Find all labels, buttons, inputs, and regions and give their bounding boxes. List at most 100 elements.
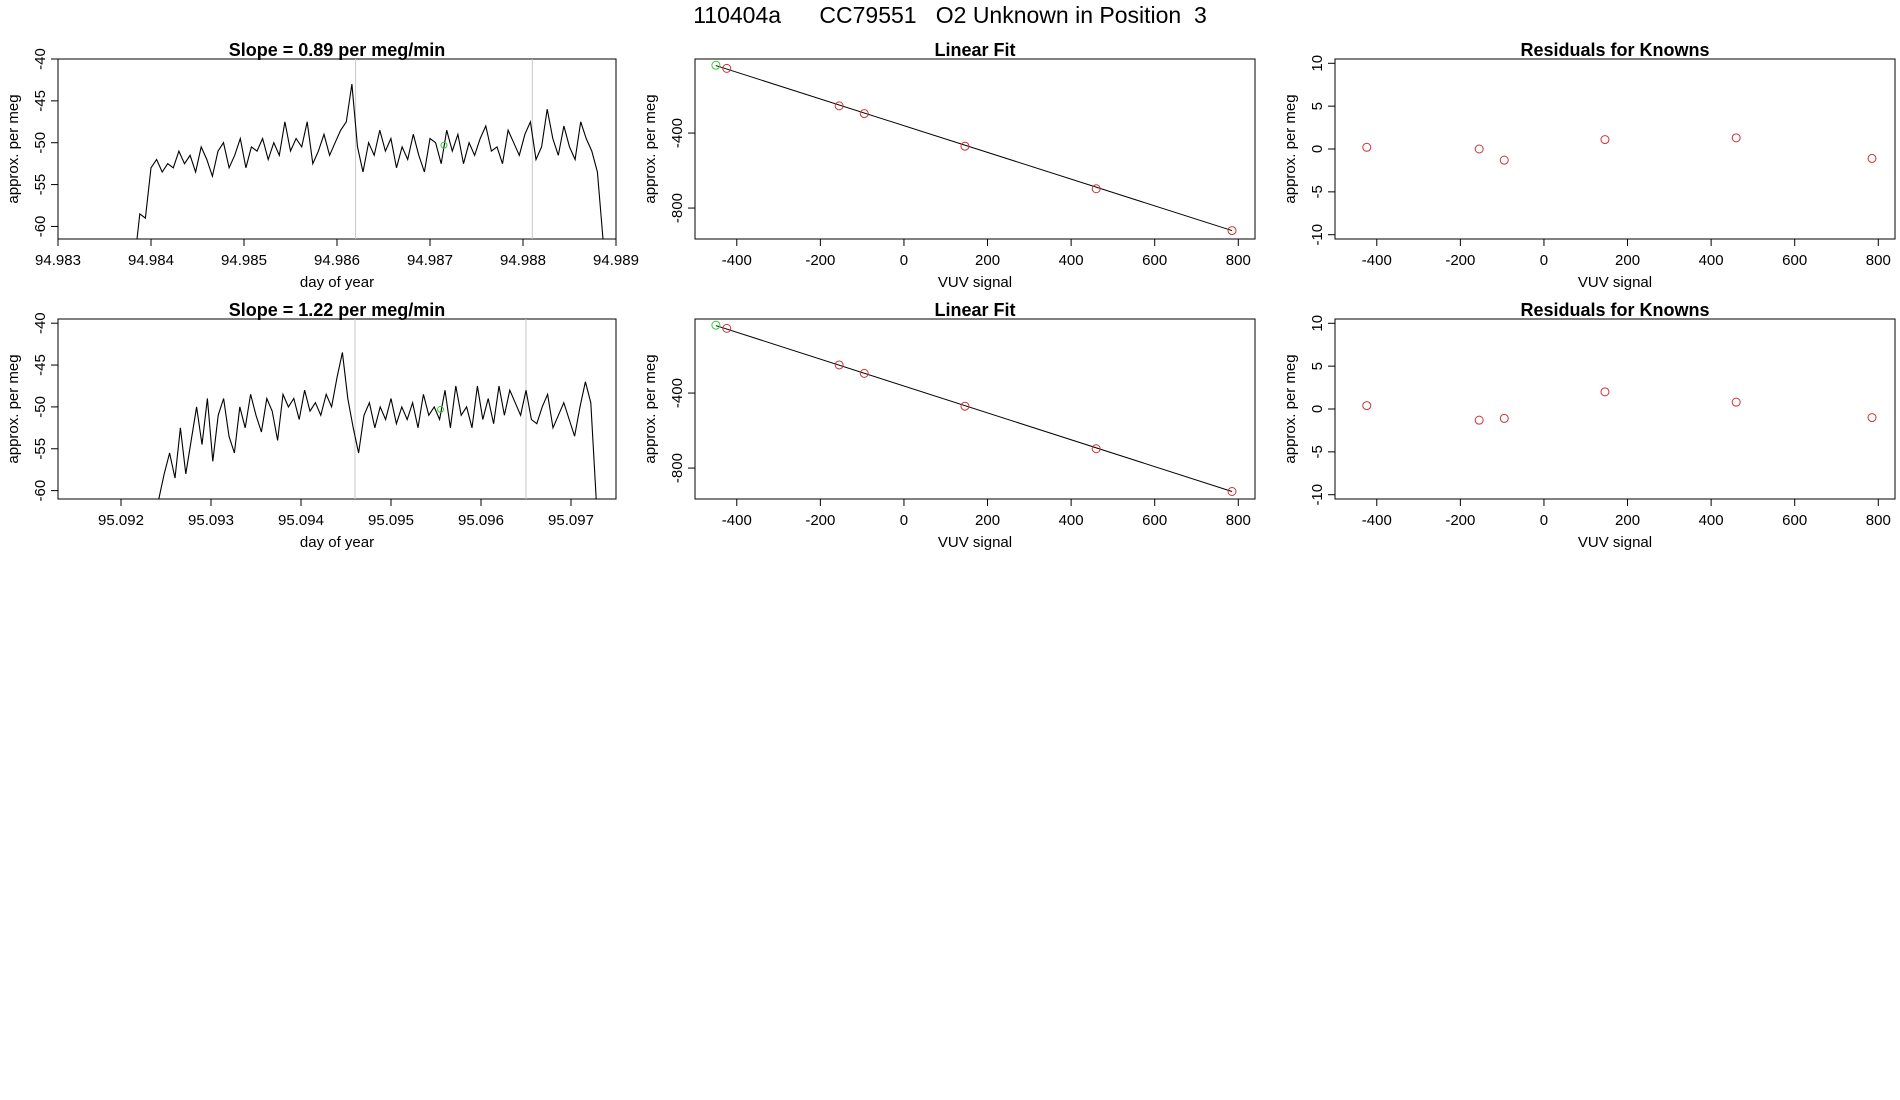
y-tick-label: -40	[32, 48, 49, 70]
panel-res1: Residuals for Knowns VUV signal approx. pe…	[1282, 40, 1896, 291]
y-tick-label: -50	[32, 132, 49, 154]
series-line	[136, 84, 604, 240]
x-tick-label: 400	[1059, 252, 1084, 269]
y-tick-label: -10	[1309, 224, 1326, 246]
x-tick-label: 94.987	[407, 252, 453, 269]
y-axis-label: approx. per meg	[5, 354, 22, 463]
x-tick-label: 600	[1782, 252, 1807, 269]
y-tick-label: -800	[669, 453, 686, 483]
y-axis-label: approx. per meg	[642, 94, 659, 203]
known-point	[859, 109, 869, 119]
x-tick-label: 0	[900, 252, 908, 269]
x-tick-label: 95.094	[278, 512, 324, 529]
x-tick-label: 94.984	[128, 252, 174, 269]
y-tick-label: -45	[32, 354, 49, 376]
x-tick-label: 95.093	[188, 512, 234, 529]
x-tick-label: 800	[1866, 252, 1891, 269]
y-tick-label: -400	[669, 118, 686, 148]
chart-title: Residuals for Knowns	[1520, 300, 1709, 320]
x-tick-label: 94.983	[35, 252, 81, 269]
unknown-point	[437, 405, 444, 413]
x-axis-label: VUV signal	[1578, 534, 1652, 551]
x-tick-label: 94.986	[314, 252, 360, 269]
known-point	[859, 368, 869, 378]
known-point	[1227, 487, 1237, 496]
y-tick-label: -10	[1309, 484, 1326, 506]
known-point	[1867, 153, 1877, 163]
y-tick-label: -45	[32, 90, 49, 112]
fit-line	[715, 65, 1233, 232]
y-tick-label: -40	[32, 312, 49, 334]
x-tick-label: 800	[1226, 252, 1251, 269]
x-tick-label: 600	[1142, 252, 1167, 269]
known-point	[1499, 413, 1509, 423]
y-tick-label: -55	[32, 438, 49, 460]
x-tick-label: 94.985	[221, 252, 267, 269]
x-axis-label: day of year	[300, 274, 374, 291]
x-tick-label: 800	[1866, 512, 1891, 529]
panel-fit1: Linear Fit VUV signal approx. per meg -400 -…	[642, 40, 1256, 291]
y-tick-label: 10	[1309, 55, 1326, 72]
y-tick-label: -5	[1309, 445, 1326, 458]
chart-title: Residuals for Knowns	[1520, 40, 1709, 60]
y-tick-label: -5	[1309, 185, 1326, 198]
known-point	[1474, 144, 1484, 154]
x-tick-label: 94.988	[500, 252, 546, 269]
known-point	[1362, 401, 1372, 411]
known-point	[1499, 155, 1509, 165]
series-line	[158, 352, 597, 500]
known-point	[960, 141, 970, 151]
known-point	[1091, 444, 1101, 454]
known-point	[1362, 142, 1372, 152]
y-tick-label: -55	[32, 174, 49, 196]
known-point	[1227, 226, 1237, 236]
plot-frame	[694, 318, 1256, 500]
x-tick-label: 200	[1615, 252, 1640, 269]
y-tick-label: -400	[669, 378, 686, 408]
known-point	[960, 401, 970, 411]
known-point	[1731, 133, 1741, 143]
panel-res2: Residuals for Knowns VUV signal approx. pe…	[1282, 300, 1896, 551]
y-tick-label: -800	[669, 193, 686, 223]
known-point	[1091, 184, 1101, 194]
x-tick-label: -200	[805, 512, 835, 529]
x-tick-label: 0	[1540, 252, 1548, 269]
x-tick-label: 200	[1615, 512, 1640, 529]
x-tick-label: 95.097	[548, 512, 594, 529]
x-axis-label: VUV signal	[938, 274, 1012, 291]
chart-title: Linear Fit	[934, 300, 1015, 320]
chart-title: Slope = 0.89 per meg/min	[229, 40, 446, 60]
y-tick-label: 0	[1309, 405, 1326, 413]
x-tick-label: 200	[975, 252, 1000, 269]
known-point	[1600, 387, 1610, 397]
x-tick-label: 95.092	[98, 512, 144, 529]
y-tick-label: 5	[1309, 362, 1326, 370]
page-title: 110404a CC79551 O2 Unknown in Position 3	[693, 2, 1207, 28]
known-point	[722, 63, 732, 73]
x-tick-label: -400	[1362, 252, 1392, 269]
x-tick-label: 600	[1142, 512, 1167, 529]
y-tick-label: 0	[1309, 145, 1326, 153]
x-tick-label: 95.096	[458, 512, 504, 529]
known-point	[1474, 415, 1484, 425]
plot-frame	[57, 318, 617, 500]
panel-ts2: Slope = 1.22 per meg/min day of year appro…	[5, 300, 617, 551]
panel-fit2: Linear Fit VUV signal approx. per meg -400 -…	[642, 300, 1256, 551]
x-tick-label: 0	[900, 512, 908, 529]
y-tick-label: -60	[32, 480, 49, 502]
x-tick-label: 400	[1699, 512, 1724, 529]
x-tick-label: -400	[1362, 512, 1392, 529]
y-tick-label: 10	[1309, 315, 1326, 332]
x-tick-label: 600	[1782, 512, 1807, 529]
chart-title: Linear Fit	[934, 40, 1015, 60]
y-axis-label: approx. per meg	[642, 354, 659, 463]
fit-line	[715, 325, 1233, 492]
x-tick-label: 400	[1699, 252, 1724, 269]
y-axis-label: approx. per meg	[1282, 354, 1299, 463]
x-tick-label: 200	[975, 512, 1000, 529]
known-point	[1731, 397, 1741, 407]
chart-title: Slope = 1.22 per meg/min	[229, 300, 446, 320]
y-tick-label: -50	[32, 396, 49, 418]
x-axis-label: day of year	[300, 534, 374, 551]
